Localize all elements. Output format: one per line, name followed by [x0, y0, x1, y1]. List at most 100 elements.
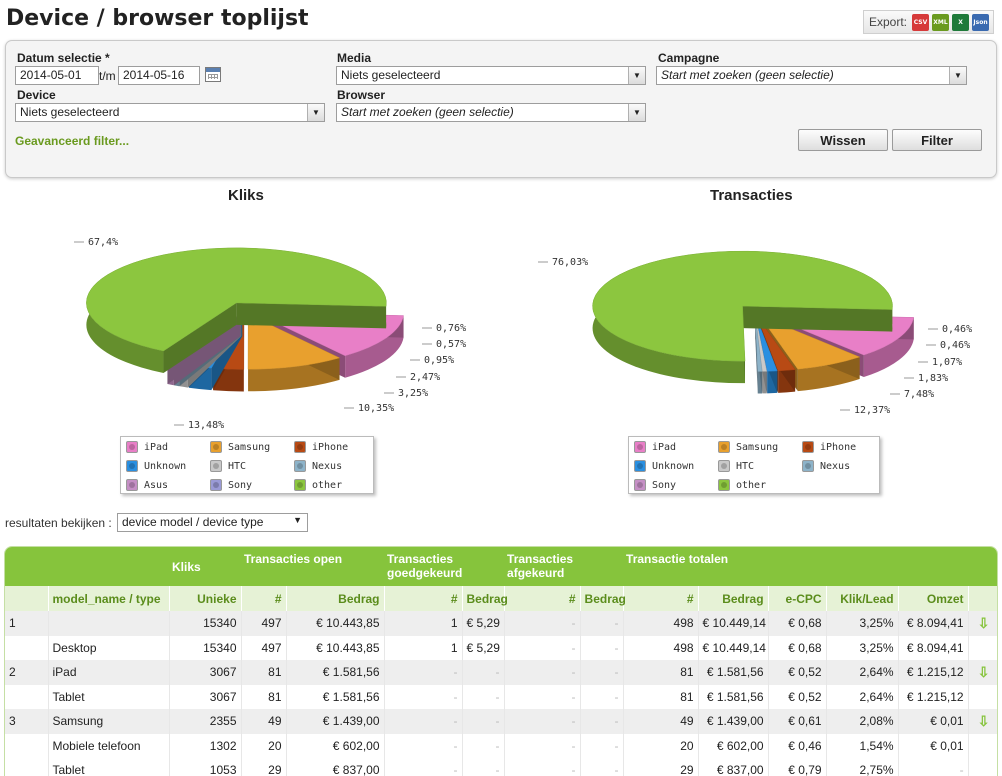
legend-item[interactable]: iPhone [802, 441, 856, 453]
table-cell: € 0,52 [768, 685, 826, 710]
header-transacties-open: Transacties open [241, 547, 384, 586]
table-cell: 1 [384, 611, 462, 636]
table-cell: 81 [241, 685, 286, 710]
legend-item[interactable]: iPad [634, 441, 676, 453]
col-tot-bedrag[interactable]: Bedrag [698, 586, 768, 611]
legend-label: other [736, 480, 766, 491]
clear-button[interactable]: Wissen [798, 129, 888, 151]
excel-export-icon[interactable]: X [952, 14, 969, 31]
col-goed-count[interactable]: # [384, 586, 462, 611]
legend-item[interactable]: iPad [126, 441, 168, 453]
col-ecpc[interactable]: e-CPC [768, 586, 826, 611]
legend-swatch [210, 460, 222, 472]
table-cell: € 10.443,85 [286, 611, 384, 636]
table-cell: € 1.581,56 [698, 660, 768, 685]
legend-item[interactable]: other [718, 479, 766, 491]
table-cell: € 10.449,14 [698, 636, 768, 661]
arrow-down-icon[interactable]: ⇩ [968, 660, 998, 685]
table-cell: - [580, 709, 623, 734]
col-afg-bedrag[interactable]: Bedrag [580, 586, 623, 611]
legend-label: Samsung [228, 442, 270, 453]
table-cell: 3067 [169, 660, 241, 685]
table-cell: € 10.443,85 [286, 636, 384, 661]
legend-item[interactable]: Sony [210, 479, 252, 491]
filter-button[interactable]: Filter [892, 129, 982, 151]
legend-label: Unknown [144, 461, 186, 472]
table-cell: 2,75% [826, 758, 898, 776]
device-select[interactable]: Niets geselecteerd ▼ [15, 103, 325, 122]
table-cell: - [384, 685, 462, 710]
table-cell: - [580, 758, 623, 776]
arrow-down-icon[interactable]: ⇩ [968, 709, 998, 734]
json-export-icon[interactable]: Json [972, 14, 989, 31]
data-label: 0,95% [424, 355, 454, 366]
campaign-label: Campagne [658, 51, 719, 65]
results-view-value: device model / device type [122, 515, 263, 529]
table-cell: iPad [48, 660, 169, 685]
legend-label: HTC [736, 461, 754, 472]
csv-export-icon[interactable]: CSV [912, 14, 929, 31]
date-to-input[interactable]: 2014-05-16 [118, 66, 200, 85]
legend-item[interactable]: Nexus [294, 460, 342, 472]
chevron-down-icon: ▼ [628, 67, 645, 84]
header-spacer [768, 547, 826, 586]
col-open-count[interactable]: # [241, 586, 286, 611]
legend-item[interactable]: HTC [210, 460, 246, 472]
table-cell: 3,25% [826, 611, 898, 636]
table-cell: 49 [241, 709, 286, 734]
legend-item[interactable]: Sony [634, 479, 676, 491]
col-unieke[interactable]: Unieke [169, 586, 241, 611]
table-cell: Mobiele telefoon [48, 734, 169, 759]
table-cell: € 1.215,12 [898, 660, 968, 685]
arrow-down-icon[interactable]: ⇩ [968, 611, 998, 636]
table-group-header: Kliks Transacties open Transacties goedg… [5, 547, 998, 586]
legend-item[interactable]: Nexus [802, 460, 850, 472]
browser-select[interactable]: Start met zoeken (geen selectie) ▼ [336, 103, 646, 122]
table-cell: - [580, 734, 623, 759]
legend-item[interactable]: iPhone [294, 441, 348, 453]
col-afg-count[interactable]: # [504, 586, 580, 611]
table-cell: - [384, 758, 462, 776]
results-view-select[interactable]: device model / device type ▼ [117, 513, 308, 532]
pie-slice-wall [743, 306, 893, 331]
table-cell: 29 [623, 758, 698, 776]
media-select[interactable]: Niets geselecteerd ▼ [336, 66, 646, 85]
legend-swatch [634, 479, 646, 491]
date-range-separator: t/m [99, 69, 116, 83]
header-spacer [826, 547, 898, 586]
xml-export-icon[interactable]: XML [932, 14, 949, 31]
campaign-select[interactable]: Start met zoeken (geen selectie) ▼ [656, 66, 967, 85]
legend-item[interactable]: Asus [126, 479, 168, 491]
table-cell: - [580, 660, 623, 685]
legend-label: iPhone [312, 442, 348, 453]
table-cell: 1 [384, 636, 462, 661]
legend-item[interactable]: Unknown [126, 460, 186, 472]
col-goed-bedrag[interactable]: Bedrag [462, 586, 504, 611]
header-transacties-afgekeurd: Transacties afgekeurd [504, 547, 623, 586]
table-cell: € 10.449,14 [698, 611, 768, 636]
col-tot-count[interactable]: # [623, 586, 698, 611]
table-cell: € 0,79 [768, 758, 826, 776]
table-cell: 20 [241, 734, 286, 759]
legend-item[interactable]: other [294, 479, 342, 491]
table-cell: € 602,00 [286, 734, 384, 759]
legend-item[interactable]: Unknown [634, 460, 694, 472]
table-cell: Tablet [48, 758, 169, 776]
col-klik-lead[interactable]: Klik/Lead [826, 586, 898, 611]
advanced-filter-link[interactable]: Geavanceerd filter... [15, 134, 129, 148]
results-table: Kliks Transacties open Transacties goedg… [4, 546, 998, 776]
col-open-bedrag[interactable]: Bedrag [286, 586, 384, 611]
legend-item[interactable]: Samsung [210, 441, 270, 453]
col-omzet[interactable]: Omzet [898, 586, 968, 611]
col-model-name[interactable]: model_name / type [48, 586, 169, 611]
table-cell: € 0,01 [898, 734, 968, 759]
date-from-input[interactable]: 2014-05-01 [15, 66, 99, 85]
calendar-icon[interactable] [205, 67, 221, 82]
legend-item[interactable]: Samsung [718, 441, 778, 453]
table-cell [5, 734, 48, 759]
table-cell: 15340 [169, 611, 241, 636]
legend-item[interactable]: HTC [718, 460, 754, 472]
